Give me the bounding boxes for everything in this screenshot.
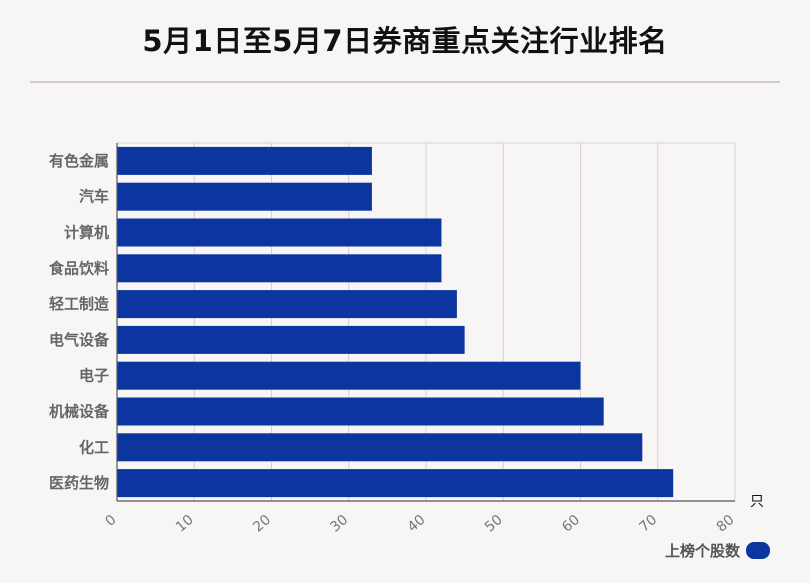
category-label: 电子 xyxy=(79,367,109,385)
bar[interactable] xyxy=(117,397,604,426)
tick-label: 40 xyxy=(405,512,429,536)
x-unit-label: 只 xyxy=(750,494,764,510)
category-label: 医药生物 xyxy=(49,474,109,492)
tick-label: 30 xyxy=(327,512,351,536)
tick-label: 10 xyxy=(173,512,197,536)
bars xyxy=(117,146,674,498)
tick-label: 80 xyxy=(714,512,738,536)
category-label: 机械设备 xyxy=(49,403,110,421)
bar[interactable] xyxy=(117,361,581,390)
category-label: 化工 xyxy=(79,438,109,456)
category-label: 轻工制造 xyxy=(49,295,109,313)
bar[interactable] xyxy=(117,146,372,175)
chart-title: 5月1日至5月7日券商重点关注行业排名 xyxy=(142,24,668,58)
category-label: 计算机 xyxy=(64,224,109,242)
tick-label: 60 xyxy=(559,512,583,536)
bar[interactable] xyxy=(117,218,442,247)
tick-label: 50 xyxy=(482,512,506,536)
tick-label: 70 xyxy=(636,512,660,536)
bar[interactable] xyxy=(117,254,442,283)
tick-label: 0 xyxy=(102,512,119,530)
category-label: 食品饮料 xyxy=(49,259,109,277)
axes xyxy=(116,143,735,502)
legend-swatch xyxy=(746,542,770,559)
tick-label: 20 xyxy=(250,512,274,536)
bar[interactable] xyxy=(117,325,465,354)
title-divider xyxy=(30,81,780,83)
category-label: 电气设备 xyxy=(49,331,110,349)
bar[interactable] xyxy=(117,469,674,498)
legend-label: 上榜个股数 xyxy=(664,542,740,560)
category-label: 有色金属 xyxy=(49,152,109,170)
bar[interactable] xyxy=(117,290,457,319)
category-label: 汽车 xyxy=(79,188,109,206)
legend[interactable]: 上榜个股数 xyxy=(665,540,770,561)
bar[interactable] xyxy=(117,433,643,462)
tick-labels: 0 10 20 30 40 50 60 70 80 xyxy=(102,512,737,536)
bar[interactable] xyxy=(117,182,372,211)
